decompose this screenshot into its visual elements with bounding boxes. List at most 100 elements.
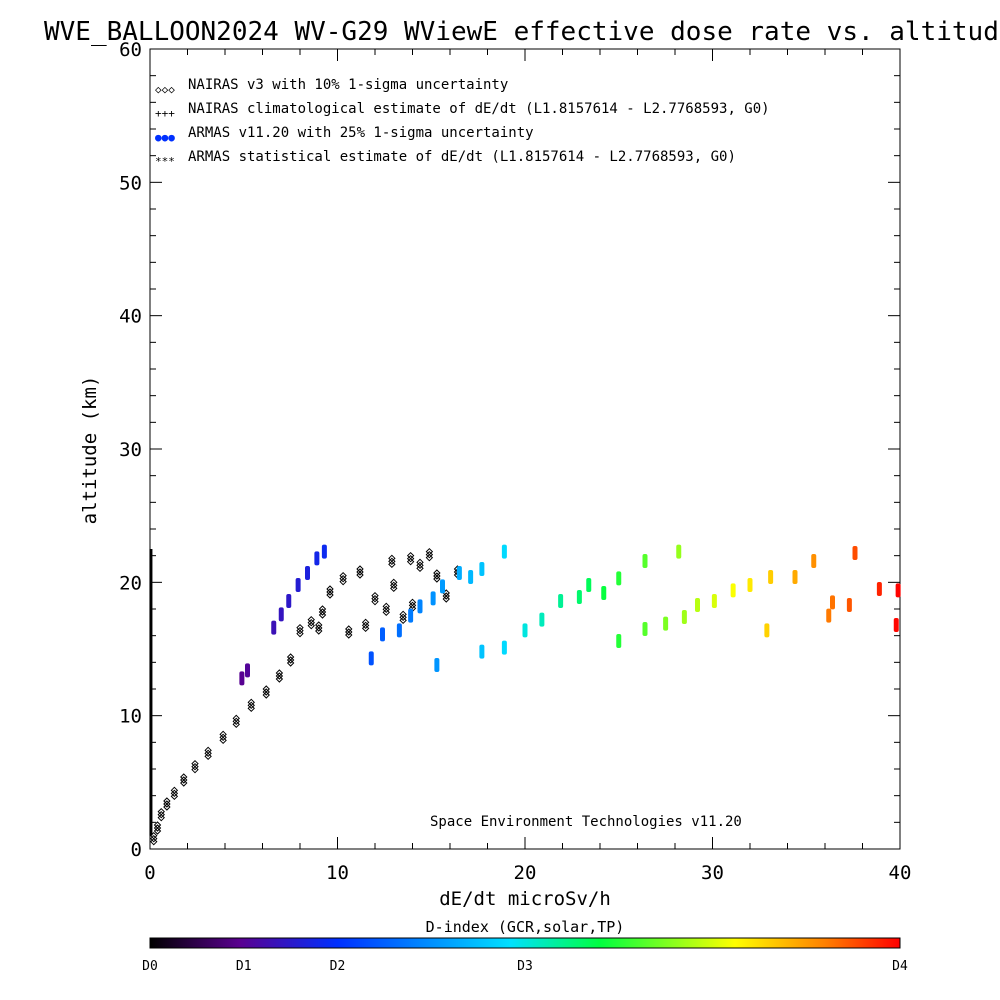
nairas-point: [390, 581, 398, 590]
nairas-point: [275, 675, 284, 683]
armas-point: [501, 640, 507, 655]
credit-annotation: Space Environment Technologies v11.20: [430, 814, 742, 830]
nairas-point: [262, 691, 270, 699]
x-tick-labels: 0 10 20 30 40: [144, 862, 911, 884]
nairas-point: [153, 824, 162, 832]
armas-point: [695, 598, 700, 612]
axis-ticks: [149, 48, 901, 850]
armas-point: [642, 622, 648, 636]
armas-point: [558, 594, 564, 608]
nairas-point: [191, 765, 199, 774]
nairas-point: [416, 564, 424, 573]
armas-point: [314, 551, 320, 566]
y-tick-label: 20: [119, 572, 142, 594]
nairas-point: [408, 601, 417, 610]
nairas-point: [406, 557, 415, 566]
nairas-point: [150, 837, 158, 846]
nairas-point: [382, 608, 390, 617]
nairas-point: [345, 628, 353, 636]
x-tick-label: 20: [514, 862, 537, 884]
armas-point: [764, 623, 770, 638]
nairas-point: [315, 627, 323, 635]
nairas-point: [388, 557, 396, 566]
y-tick-label: 50: [119, 172, 142, 194]
nairas-point: [262, 688, 270, 696]
armas-point: [895, 583, 901, 598]
nairas-point: [286, 659, 295, 667]
armas-point: [586, 578, 592, 592]
legend-symbol: ***: [155, 155, 175, 168]
plot-frame: [149, 48, 901, 850]
legend-label: NAIRAS climatological estimate of dE/dt …: [188, 101, 770, 117]
nairas-point: [157, 810, 165, 819]
data-marks: [149, 544, 901, 846]
y-tick-labels: 0 10 20 30 40 50 60: [119, 39, 142, 861]
colorbar-labels: D0 D1 D2 D3 D4: [142, 959, 908, 974]
armas-point: [479, 562, 485, 576]
nairas-point: [433, 575, 441, 583]
nairas-point: [433, 572, 441, 580]
nairas-point: [361, 621, 370, 630]
nairas-point: [157, 813, 165, 822]
armas-point: [245, 663, 250, 678]
nairas-point: [170, 792, 179, 801]
y-axis-label: altitude (km): [79, 376, 101, 525]
colorbar-label: D1: [236, 959, 252, 974]
armas-point: [278, 607, 284, 622]
armas-point: [479, 644, 485, 659]
x-axis-label: dE/dt microSv/h: [439, 888, 611, 910]
nairas-point: [163, 800, 171, 808]
nairas-point: [232, 717, 240, 726]
armas-point: [893, 618, 899, 632]
nairas-point: [371, 594, 379, 603]
y-tick-label: 30: [119, 439, 142, 461]
legend-symbol: +++: [155, 107, 175, 120]
nairas-point: [180, 779, 188, 787]
armas-point: [239, 671, 245, 686]
x-tick-label: 10: [326, 862, 349, 884]
armas-point: [616, 634, 622, 648]
legend-label: ARMAS statistical estimate of dE/dt (L1.…: [188, 149, 736, 165]
armas-point: [747, 578, 753, 592]
armas-point: [676, 544, 682, 559]
nairas-point: [170, 789, 179, 798]
nairas-point: [406, 554, 415, 563]
armas-point: [417, 599, 423, 614]
armas-point: [295, 578, 301, 592]
armas-point: [681, 610, 687, 624]
nairas-point: [204, 752, 212, 761]
chart-title: WVE_BALLOON2024 WV-G29 WViewE effective …: [44, 17, 1000, 47]
nairas-point: [339, 577, 347, 586]
armas-point: [522, 623, 528, 638]
armas-point: [792, 570, 798, 584]
nairas-point: [442, 592, 450, 600]
armas-point: [468, 570, 474, 584]
nairas-point: [399, 613, 407, 622]
y-tick-label: 0: [131, 839, 142, 861]
armas-point: [408, 608, 414, 623]
nairas-point: [425, 553, 434, 562]
armas-point: [286, 594, 292, 608]
nairas-point: [163, 803, 171, 811]
y-tick-label: 60: [119, 39, 142, 61]
nairas-point: [356, 571, 364, 579]
armas-point: [368, 651, 374, 666]
nairas-point: [219, 733, 227, 742]
armas-point: [305, 566, 310, 580]
armas-point: [576, 590, 582, 604]
nairas-point: [150, 834, 158, 843]
nairas-point: [296, 629, 304, 638]
nairas-point: [388, 560, 396, 569]
legend: ◇◇◇ NAIRAS v3 with 10% 1-sigma uncertaint…: [155, 77, 770, 168]
armas-point: [811, 554, 817, 568]
armas-point: [539, 612, 545, 627]
armas-point: [380, 627, 385, 642]
armas-point: [271, 620, 277, 635]
armas-point: [440, 579, 445, 594]
armas-point: [852, 546, 858, 560]
nairas-point: [296, 626, 304, 635]
nairas-point: [399, 616, 407, 625]
armas-point: [876, 582, 882, 596]
nairas-point: [326, 591, 334, 599]
armas-point: [642, 554, 648, 568]
